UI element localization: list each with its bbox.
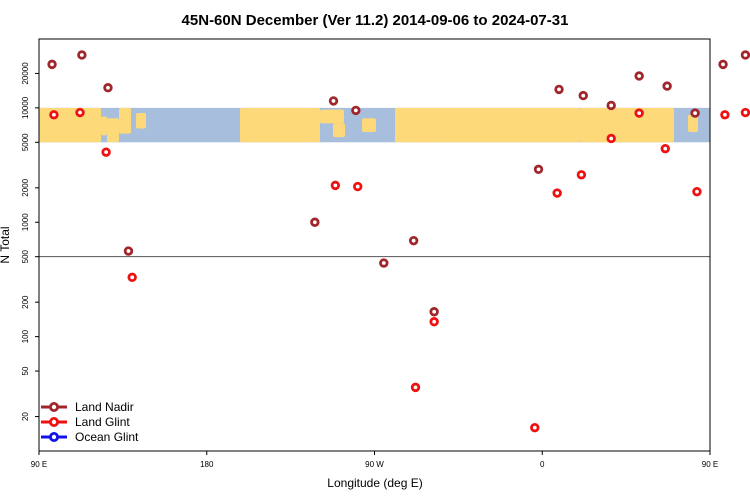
- land-nadir-point: [578, 90, 588, 101]
- y-tick-label: 20000: [21, 62, 30, 85]
- land-glint-point: [576, 170, 587, 180]
- land-glint-point: [740, 107, 750, 118]
- land-nadir-point: [328, 96, 339, 106]
- land-nadir-point: [379, 258, 389, 268]
- legend-label-land-nadir: Land Nadir: [75, 400, 134, 414]
- land-nadir-point: [351, 105, 361, 116]
- y-tick-label: 50: [21, 366, 30, 375]
- legend-label-ocean-glint: Ocean Glint: [75, 430, 139, 444]
- plot-frame: [38, 38, 711, 452]
- land-nadir-point: [408, 235, 419, 246]
- map-land: [405, 131, 435, 143]
- land-nadir-point: [606, 100, 616, 111]
- land-glint-point: [75, 107, 85, 118]
- map-land: [39, 107, 101, 143]
- map-land: [320, 109, 344, 124]
- x-tick-label: 90 E: [31, 460, 47, 469]
- map-land: [119, 107, 131, 134]
- map-land: [262, 119, 290, 134]
- land-glint-point: [49, 110, 59, 120]
- land-nadir-point: [310, 217, 320, 227]
- land-glint-point: [330, 180, 341, 191]
- map-land: [136, 113, 146, 129]
- map-land: [395, 107, 580, 143]
- y-tick-label: 500: [21, 249, 30, 263]
- y-axis-ticks: 20 50 100 200 500 1000 2000 5000 10000 20000: [21, 62, 39, 421]
- legend-marker-land-glint: [49, 416, 60, 427]
- chart-title: 45N-60N December (Ver 11.2) 2014-09-06 t…: [182, 12, 569, 29]
- y-tick-label: 2000: [21, 178, 30, 196]
- map-land: [333, 123, 345, 138]
- land-glint-point: [692, 186, 702, 197]
- land-glint-point: [634, 108, 644, 118]
- land-nadir-point: [690, 108, 700, 118]
- land-glint-point: [127, 272, 137, 283]
- legend-marker-land-nadir: [49, 401, 60, 412]
- map-land: [688, 114, 698, 132]
- x-tick-label: 0: [540, 460, 545, 469]
- land-glint-point: [410, 382, 421, 393]
- y-axis-label: N Total: [0, 226, 12, 263]
- map-land: [101, 116, 107, 136]
- land-glint-point: [530, 422, 540, 433]
- x-tick-label: 90 W: [365, 460, 384, 469]
- land-glint-point: [101, 147, 111, 157]
- land-nadir-point: [718, 59, 728, 70]
- y-tick-label: 200: [21, 295, 30, 309]
- legend-marker-ocean-glint: [49, 431, 60, 442]
- land-nadir-point: [77, 50, 87, 60]
- land-nadir-point: [47, 59, 57, 70]
- land-nadir-point: [533, 164, 544, 175]
- y-tick-label: 1000: [21, 213, 30, 231]
- land-glint-point: [353, 181, 363, 192]
- land-glint-point: [660, 143, 670, 154]
- x-tick-label: 180: [200, 460, 214, 469]
- land-glint-point: [552, 188, 562, 198]
- legend-label-land-glint: Land Glint: [75, 415, 130, 429]
- y-tick-label: 5000: [21, 133, 30, 151]
- x-axis-label: Longitude (deg E): [327, 476, 422, 490]
- map-land: [362, 118, 376, 132]
- x-tick-label: 90 E: [702, 460, 718, 469]
- map-band: [39, 107, 710, 143]
- map-land: [580, 107, 674, 143]
- land-nadir-point: [103, 83, 113, 93]
- data-points: [47, 50, 750, 433]
- land-nadir-point: [123, 246, 134, 256]
- land-nadir-point: [634, 71, 644, 81]
- land-nadir-point: [662, 81, 672, 91]
- land-nadir-point: [429, 307, 439, 317]
- map-land: [107, 118, 119, 143]
- y-tick-label: 100: [21, 329, 30, 343]
- x-axis-ticks: 90 E 180 90 W 0 90 E: [31, 451, 718, 469]
- land-glint-point: [720, 110, 730, 120]
- land-nadir-point: [740, 50, 750, 60]
- land-glint-point: [429, 317, 439, 327]
- y-tick-label: 20: [21, 412, 30, 421]
- land-nadir-point: [554, 84, 564, 95]
- y-tick-label: 10000: [21, 96, 30, 119]
- land-glint-point: [606, 133, 616, 144]
